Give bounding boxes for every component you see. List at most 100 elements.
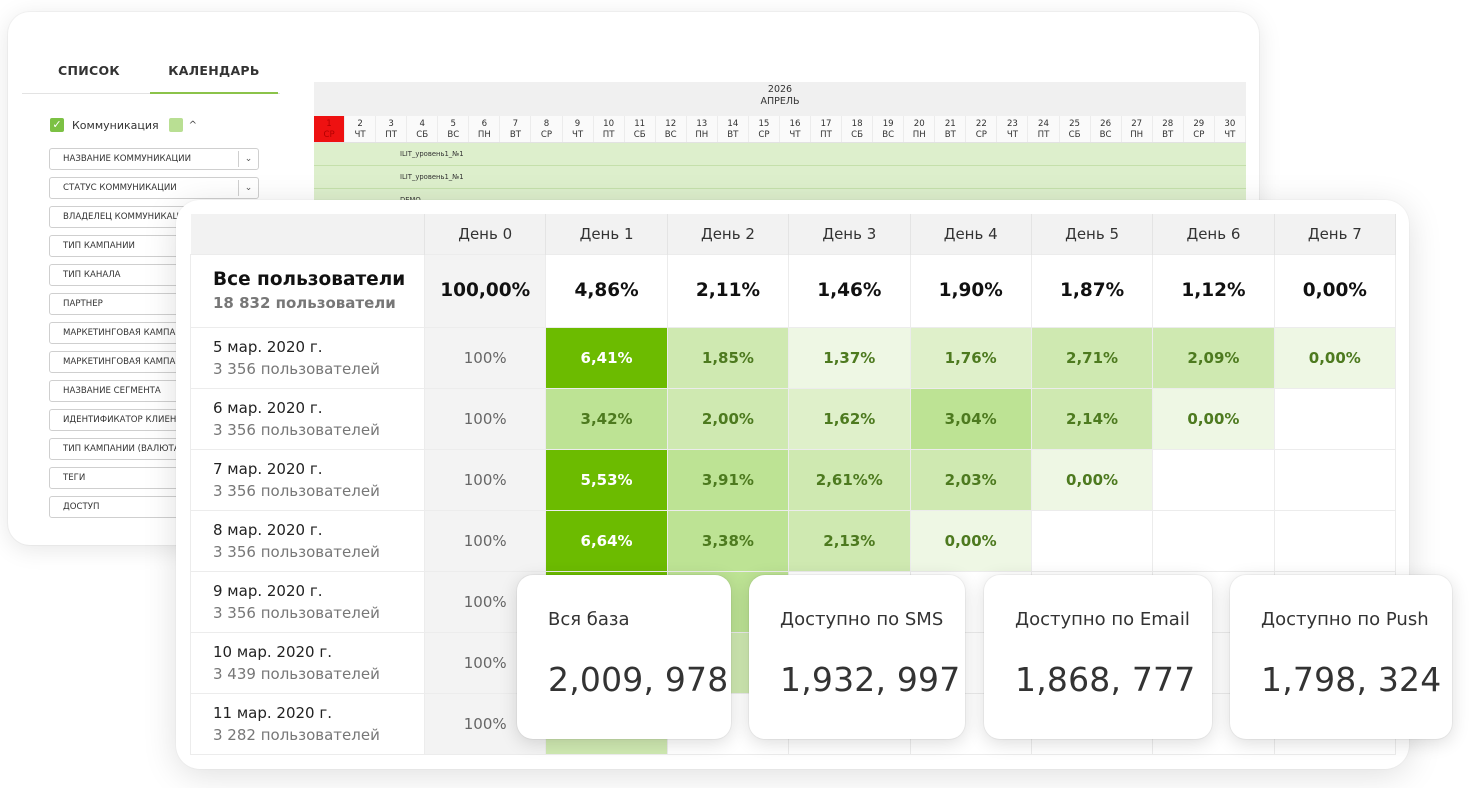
calendar-day[interactable]: 14 ВТ — [718, 116, 749, 142]
calendar-day[interactable]: 10 ПТ — [594, 116, 625, 142]
stat-card-push: Доступно по Push 1,798, 324 — [1230, 575, 1452, 739]
calendar-day[interactable]: 19 ВС — [873, 116, 905, 142]
calendar-day-number: 27 — [1131, 119, 1143, 129]
retention-cell: 3,04% — [909, 387, 1032, 450]
calendar-day[interactable]: 3 ПТ — [376, 116, 408, 142]
calendar-weekday: ПН — [695, 130, 709, 140]
calendar-day[interactable]: 9 ЧТ — [563, 116, 594, 142]
color-swatch[interactable] — [168, 118, 183, 132]
retention-cell: 2,61%% — [788, 448, 911, 511]
cohort-users: 3 356 пользователей — [213, 481, 380, 500]
cohort-users: 3 356 пользователей — [213, 420, 380, 439]
calendar-weekday: ПН — [912, 130, 926, 140]
calendar-day[interactable]: 4 СБ — [407, 116, 439, 142]
calendar-day[interactable]: 7 ВТ — [500, 116, 532, 142]
filter-field[interactable]: НАЗВАНИЕ КОММУНИКАЦИИ ⌄ — [49, 148, 259, 170]
calendar-day-number: 25 — [1069, 119, 1080, 129]
retention-cell: 1,76% — [909, 326, 1032, 389]
calendar-weekday: ВТ — [727, 130, 739, 140]
calendar-day[interactable]: 1 СР — [314, 116, 346, 142]
cohort-date: 11 мар. 2020 г. — [213, 703, 333, 722]
calendar-day[interactable]: 2 ЧТ — [345, 116, 377, 142]
calendar-day-number: 10 — [603, 119, 615, 129]
cohort-subtitle: 18 832 пользователи — [213, 294, 396, 312]
calendar-event-row[interactable]: ILIT_уровень1_№1 — [314, 143, 1246, 166]
calendar-day[interactable]: 26 ВС — [1091, 116, 1122, 142]
calendar-day[interactable]: 8 СР — [531, 116, 563, 142]
cohort-title: Все пользователи — [213, 269, 406, 290]
calendar-day[interactable]: 27 ПН — [1122, 116, 1153, 142]
retention-cell: 1,37% — [788, 326, 911, 389]
calendar-day[interactable]: 25 СБ — [1060, 116, 1091, 142]
checkbox-checked-icon[interactable]: ✓ — [50, 118, 64, 132]
calendar-day-number: 6 — [481, 119, 488, 129]
filter-label: ТЕГИ — [63, 473, 86, 483]
day-column-header: День 5 — [1031, 214, 1154, 254]
calendar-day[interactable]: 16 ЧТ — [780, 116, 811, 142]
calendar-day[interactable]: 15 СР — [749, 116, 780, 142]
calendar-day[interactable]: 5 ВС — [438, 116, 470, 142]
day0-value: 100% — [423, 387, 547, 450]
calendar-day[interactable]: 20 ПН — [904, 116, 936, 142]
calendar-day[interactable]: 6 ПН — [469, 116, 501, 142]
retention-cell: 0,00% — [1152, 387, 1275, 450]
calendar-day[interactable]: 22 СР — [966, 116, 998, 142]
retention-cell — [1273, 387, 1397, 450]
table-row: 6 мар. 2020 г. 3 356 пользователей 100% 3,4… — [190, 387, 1397, 450]
cohort-total-value: 1,12% — [1152, 253, 1275, 328]
calendar-day-number: 21 — [944, 119, 956, 129]
retention-cell: 5,53% — [545, 448, 668, 511]
stat-label: Доступно по Email — [1015, 609, 1190, 630]
retention-cell: 0,00% — [1030, 448, 1154, 511]
calendar-day[interactable]: 24 ПТ — [1028, 116, 1060, 142]
calendar-month-header: 2026 АПРЕЛЬ — [314, 82, 1246, 116]
retention-cell: 1,62% — [788, 387, 911, 450]
calendar-day[interactable]: 18 СБ — [842, 116, 874, 142]
calendar-weekday: СР — [540, 130, 553, 140]
cohort-total-value: 4,86% — [545, 253, 668, 328]
retention-cell: 0,00% — [1273, 326, 1397, 389]
calendar-day-number: 4 — [419, 119, 425, 129]
calendar-day[interactable]: 12 ВС — [656, 116, 687, 142]
calendar-weekday: ЧТ — [571, 130, 584, 140]
calendar-event-row[interactable]: ILIT_уровень1_№1 — [314, 166, 1246, 189]
calendar-weekday: ПТ — [385, 130, 398, 140]
day-column-header: День 1 — [545, 214, 668, 254]
filter-label: ПАРТНЕР — [63, 299, 103, 309]
tab-calendar[interactable]: КАЛЕНДАРЬ — [150, 62, 278, 94]
communication-filter-header: ✓ Коммуникация ^ — [50, 117, 197, 133]
calendar-weekday: ЧТ — [1224, 130, 1236, 140]
calendar-day[interactable]: 17 ПТ — [811, 116, 843, 142]
day-column-header: День 4 — [910, 214, 1032, 254]
tab-list[interactable]: СПИСОК — [58, 63, 120, 78]
day-column-header: День 7 — [1274, 214, 1397, 254]
retention-cell — [1273, 448, 1397, 511]
cohort-date: 5 мар. 2020 г. — [213, 337, 323, 356]
calendar-day[interactable]: 29 СР — [1184, 116, 1215, 142]
chevron-down-icon[interactable]: ⌄ — [238, 180, 258, 196]
calendar-weekday: ПН — [477, 130, 491, 140]
calendar-weekday: ЧТ — [789, 130, 801, 140]
stat-label: Доступно по Push — [1261, 609, 1429, 630]
retention-cell: 3,91% — [666, 448, 790, 511]
calendar-day-number: 22 — [975, 119, 987, 129]
cohort-total-value: 100,00% — [423, 253, 547, 328]
calendar-weekday: ВТ — [944, 130, 956, 140]
calendar-day[interactable]: 23 ЧТ — [997, 116, 1029, 142]
calendar-day[interactable]: 13 ПН — [687, 116, 718, 142]
filter-field[interactable]: СТАТУС КОММУНИКАЦИИ ⌄ — [49, 177, 259, 199]
calendar-day[interactable]: 21 ВТ — [935, 116, 967, 142]
stat-label: Доступно по SMS — [780, 609, 944, 630]
calendar-day[interactable]: 28 ВТ — [1153, 116, 1184, 142]
stat-card-email: Доступно по Email 1,868, 777 — [984, 575, 1212, 739]
calendar-day[interactable]: 11 СБ — [625, 116, 656, 142]
stat-card-sms: Доступно по SMS 1,932, 997 — [749, 575, 965, 739]
retention-cell — [1030, 509, 1154, 572]
retention-cell: 6,41% — [545, 326, 668, 389]
calendar-day[interactable]: 30 ЧТ — [1215, 116, 1246, 142]
cohort-label-cell: 7 мар. 2020 г. 3 356 пользователей — [190, 448, 425, 511]
calendar-day-number: 13 — [696, 119, 708, 129]
chevron-down-icon[interactable]: ⌄ — [238, 151, 258, 167]
view-tabs: СПИСОК КАЛЕНДАРЬ — [22, 62, 280, 94]
chevron-up-icon[interactable]: ^ — [188, 119, 198, 131]
